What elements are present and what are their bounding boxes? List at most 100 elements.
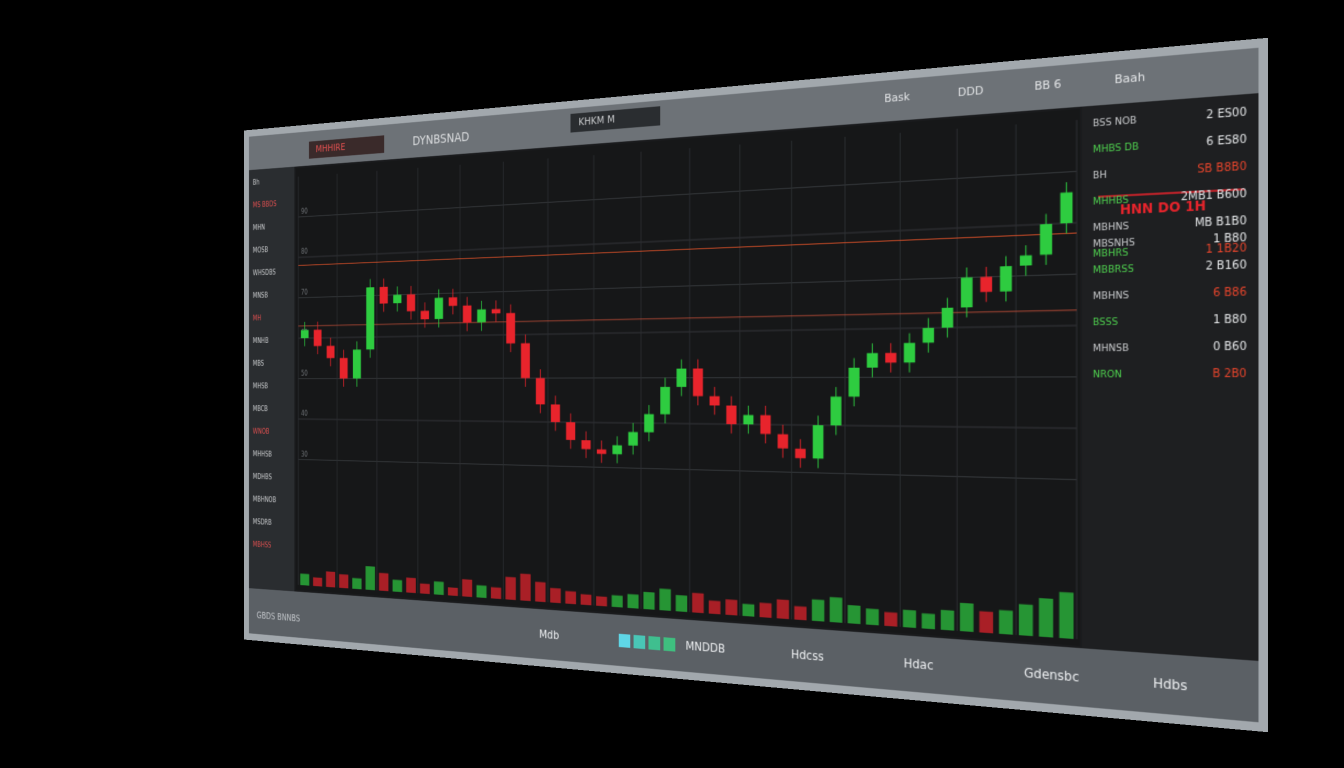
right-panel [1082, 93, 1259, 661]
candle-body [612, 445, 622, 455]
sidebar-item[interactable]: MOSB [253, 246, 268, 254]
candle-body [535, 378, 545, 405]
footer-item[interactable]: Hdac [904, 657, 934, 674]
volume-bar [627, 593, 639, 609]
sidebar-item[interactable]: MS BBDS [253, 200, 277, 209]
candle-body [726, 405, 737, 425]
sidebar-item[interactable]: MH [253, 315, 261, 323]
volume-bar [902, 609, 917, 628]
candle-body [566, 422, 576, 441]
y-tick-label: 50 [301, 370, 308, 378]
candle-body [366, 287, 375, 350]
volume-bar [535, 581, 546, 603]
sidebar-item[interactable]: MBHNOB [253, 496, 277, 505]
swatch[interactable] [633, 634, 646, 650]
sidebar-item[interactable]: MBCB [253, 405, 268, 413]
toolbar-item[interactable]: Baah [1114, 71, 1145, 87]
volume-bar [829, 597, 843, 623]
swatch[interactable] [618, 633, 631, 648]
panel-value: SB B8B0 [1197, 161, 1246, 177]
sidebar-item[interactable]: Bh [253, 179, 260, 187]
candle-body [848, 367, 860, 397]
candle-body [644, 414, 654, 433]
candle-body [420, 310, 430, 320]
volume-bar [675, 594, 688, 613]
candle-body [1060, 192, 1073, 224]
footer-item[interactable]: MNDDB [686, 640, 726, 657]
candle-body [760, 415, 771, 435]
footer-item[interactable]: Mdb [539, 629, 559, 643]
chart-title: DYNBSNAD [412, 129, 469, 148]
footer-item[interactable]: Hdcss [791, 648, 824, 664]
panel-label: MHBS DB [1093, 141, 1139, 155]
sidebar-item[interactable]: WNOB [253, 428, 270, 436]
sidebar-item[interactable]: MHSB [253, 383, 268, 391]
volume-bar [847, 604, 861, 625]
panel-label: MHNSB [1093, 342, 1129, 354]
panel-label: BSS NOB [1093, 114, 1137, 128]
sidebar-item[interactable]: MBHSS [253, 541, 272, 550]
candle-body [660, 386, 671, 415]
panel-value: 2MB1 B600 [1181, 188, 1247, 204]
sidebar-item[interactable]: MSDRB [253, 518, 272, 527]
volume-bar [1038, 598, 1054, 638]
volume-bar [392, 579, 403, 593]
panel-value: 0 B60 [1213, 341, 1247, 354]
y-tick-label: 40 [301, 410, 308, 418]
sidebar-item[interactable]: MBS [253, 360, 265, 368]
panel-value: 2 ES00 [1206, 106, 1246, 122]
sidebar-item[interactable]: WHSDBS [253, 269, 276, 278]
panel-label: MBBRSS [1093, 263, 1134, 276]
y-tick-label: 30 [301, 450, 308, 458]
panel-value: 1 1B20 [1206, 242, 1247, 256]
volume-bar [921, 613, 936, 630]
volume-bar [505, 576, 516, 601]
toolbar-item[interactable]: DDD [958, 84, 984, 99]
panel-label: MBSNHS [1093, 236, 1135, 249]
panel-value: 6 B86 [1213, 286, 1247, 300]
sidebar-item[interactable]: MDHBS [253, 473, 272, 481]
volume-bar [776, 599, 789, 620]
candle-body [1039, 223, 1053, 255]
tab[interactable]: KHKM M [578, 114, 614, 129]
footer-item[interactable]: Gdensbc [1024, 667, 1079, 686]
candle-body [393, 294, 402, 304]
candle-body [709, 396, 720, 406]
sidebar-item[interactable]: MNHB [253, 337, 269, 345]
sidebar-item[interactable]: MHN [253, 224, 265, 232]
sidebar-item[interactable]: MHHSB [253, 451, 272, 459]
volume-bar [520, 573, 531, 602]
footer-item[interactable]: Hdbs [1153, 677, 1187, 695]
candle-body [903, 342, 916, 363]
trading-screen: DYNBSNAD MHHIRE KHKM M HNN DO 1H GBDS BN… [243, 37, 1268, 733]
volume-bar [406, 577, 416, 594]
y-tick-label: 80 [301, 248, 308, 256]
panel-value: 1 B80 [1213, 232, 1247, 246]
y-tick-label: 60 [301, 329, 308, 337]
candle-body [581, 440, 591, 450]
volume-bar [794, 606, 807, 621]
volume-bar [940, 609, 955, 631]
tab-box[interactable] [570, 106, 661, 133]
y-tick-label: 70 [301, 288, 308, 296]
volume-bar [462, 579, 473, 598]
panel-value: 6 ES80 [1206, 133, 1246, 149]
volume-bar [865, 608, 879, 626]
volume-bar [447, 587, 458, 597]
panel-label: BH [1093, 169, 1107, 181]
toolbar-item[interactable]: BB 6 [1034, 78, 1061, 94]
candle-body [676, 368, 687, 387]
volume-bar [692, 592, 704, 614]
volume-bar [596, 596, 607, 607]
toolbar-item[interactable]: Bask [884, 90, 910, 105]
panel-label: MBHRS [1093, 247, 1129, 260]
volume-bar [550, 587, 561, 604]
swatch[interactable] [663, 637, 676, 652]
candle-body [300, 329, 309, 339]
candle-body [477, 309, 486, 323]
swatch[interactable] [648, 636, 661, 651]
volume-bar [611, 595, 623, 608]
candle-body [692, 368, 703, 397]
sidebar-item[interactable]: MNSB [253, 292, 268, 300]
